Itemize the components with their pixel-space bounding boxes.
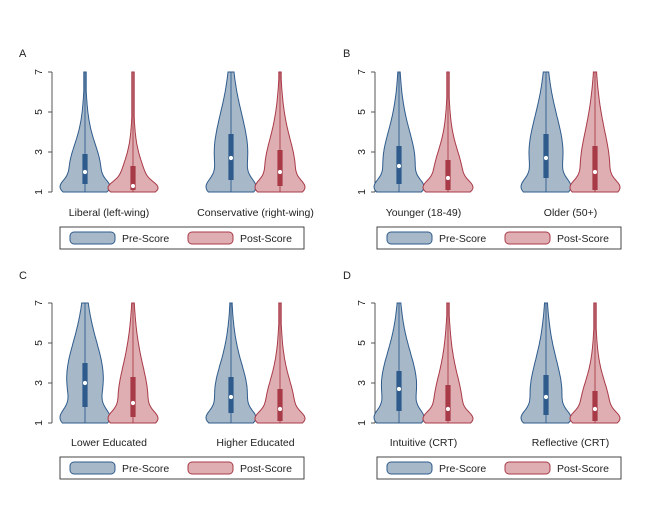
- y-tick-label: 1: [356, 420, 368, 426]
- panel-d: D 1 3 5 7 Intuitive (CRT) Reflective (CRT) Pre-…: [343, 270, 622, 480]
- post-iqr-box: [277, 389, 283, 421]
- post-median-marker: [445, 406, 451, 412]
- legend: Pre-Score Post-Score: [59, 226, 305, 250]
- post-iqr-box: [130, 377, 136, 417]
- legend-frame: [59, 226, 305, 250]
- panel-letter: C: [19, 270, 27, 282]
- post-iqr-box: [130, 166, 136, 190]
- y-tick-label: 7: [356, 69, 368, 75]
- category-label: Younger (18-49): [386, 207, 462, 219]
- post-iqr-box: [445, 160, 451, 190]
- post-iqr-box: [445, 385, 451, 421]
- pre-score-legend-swatch: [386, 231, 433, 245]
- post-score-legend-label: Post-Score: [557, 233, 609, 245]
- y-tick-label: 3: [33, 149, 45, 155]
- pre-score-legend-label: Pre-Score: [439, 233, 486, 245]
- pre-score-legend-swatch: [69, 231, 116, 245]
- category-label: Reflective (CRT): [532, 437, 609, 449]
- legend: Pre-Score Post-Score: [376, 226, 622, 250]
- post-median-marker: [592, 406, 598, 412]
- panel-letter: B: [343, 48, 350, 60]
- category-label: Lower Educated: [71, 437, 147, 449]
- post-iqr-box: [592, 146, 598, 190]
- category-label: Liberal (left-wing): [69, 207, 150, 219]
- y-tick-label: 1: [33, 189, 45, 195]
- legend-frame: [59, 456, 305, 480]
- y-tick-label: 5: [33, 340, 45, 346]
- pre-median-marker: [543, 155, 549, 161]
- post-score-legend-swatch: [504, 231, 551, 245]
- pre-median-marker: [82, 380, 88, 386]
- y-tick-label: 5: [33, 109, 45, 115]
- pre-score-legend-label: Pre-Score: [439, 463, 486, 475]
- pre-score-legend-label: Pre-Score: [122, 233, 169, 245]
- legend: Pre-Score Post-Score: [376, 456, 622, 480]
- post-median-marker: [277, 169, 283, 175]
- y-tick-label: 1: [356, 189, 368, 195]
- y-tick-label: 1: [33, 420, 45, 426]
- category-label: Older (50+): [544, 207, 597, 219]
- post-median-marker: [445, 175, 451, 181]
- pre-median-marker: [396, 386, 402, 392]
- panel-letter: A: [19, 48, 27, 60]
- pre-score-legend-swatch: [386, 461, 433, 475]
- post-score-legend-swatch: [187, 461, 234, 475]
- pre-score-legend-label: Pre-Score: [122, 463, 169, 475]
- post-median-marker: [130, 183, 136, 189]
- pre-median-marker: [396, 163, 402, 169]
- y-tick-label: 3: [356, 149, 368, 155]
- panel-b: B 1 3 5 7 Younger (18-49) Older (50+) Pre-Score…: [343, 48, 622, 250]
- category-label: Conservative (right-wing): [197, 207, 314, 219]
- post-score-legend-label: Post-Score: [240, 463, 292, 475]
- panel-a: A 1 3 5 7 Liberal (left-wing) Conservative (ri…: [19, 48, 314, 250]
- post-median-marker: [277, 406, 283, 412]
- post-iqr-box: [592, 391, 598, 421]
- post-score-legend-label: Post-Score: [557, 463, 609, 475]
- category-label: Higher Educated: [216, 437, 294, 449]
- post-median-marker: [592, 169, 598, 175]
- pre-score-legend-swatch: [69, 461, 116, 475]
- y-tick-label: 3: [33, 380, 45, 386]
- post-score-legend-label: Post-Score: [240, 233, 292, 245]
- pre-median-marker: [543, 394, 549, 400]
- y-tick-label: 5: [356, 340, 368, 346]
- post-score-legend-swatch: [504, 461, 551, 475]
- pre-iqr-box: [82, 154, 88, 184]
- category-label: Intuitive (CRT): [390, 437, 458, 449]
- y-tick-label: 5: [356, 109, 368, 115]
- post-median-marker: [130, 400, 136, 406]
- legend: Pre-Score Post-Score: [59, 456, 305, 480]
- legend-frame: [376, 456, 622, 480]
- y-tick-label: 7: [33, 69, 45, 75]
- y-tick-label: 7: [33, 300, 45, 306]
- panel-letter: D: [343, 270, 351, 282]
- pre-median-marker: [82, 169, 88, 175]
- panel-c: C 1 3 5 7 Lower Educated Higher Educated Pre-Sc…: [19, 270, 306, 480]
- legend-frame: [376, 226, 622, 250]
- y-tick-label: 3: [356, 380, 368, 386]
- pre-median-marker: [228, 155, 234, 161]
- pre-median-marker: [228, 394, 234, 400]
- post-iqr-box: [277, 150, 283, 186]
- y-tick-label: 7: [356, 300, 368, 306]
- post-score-legend-swatch: [187, 231, 234, 245]
